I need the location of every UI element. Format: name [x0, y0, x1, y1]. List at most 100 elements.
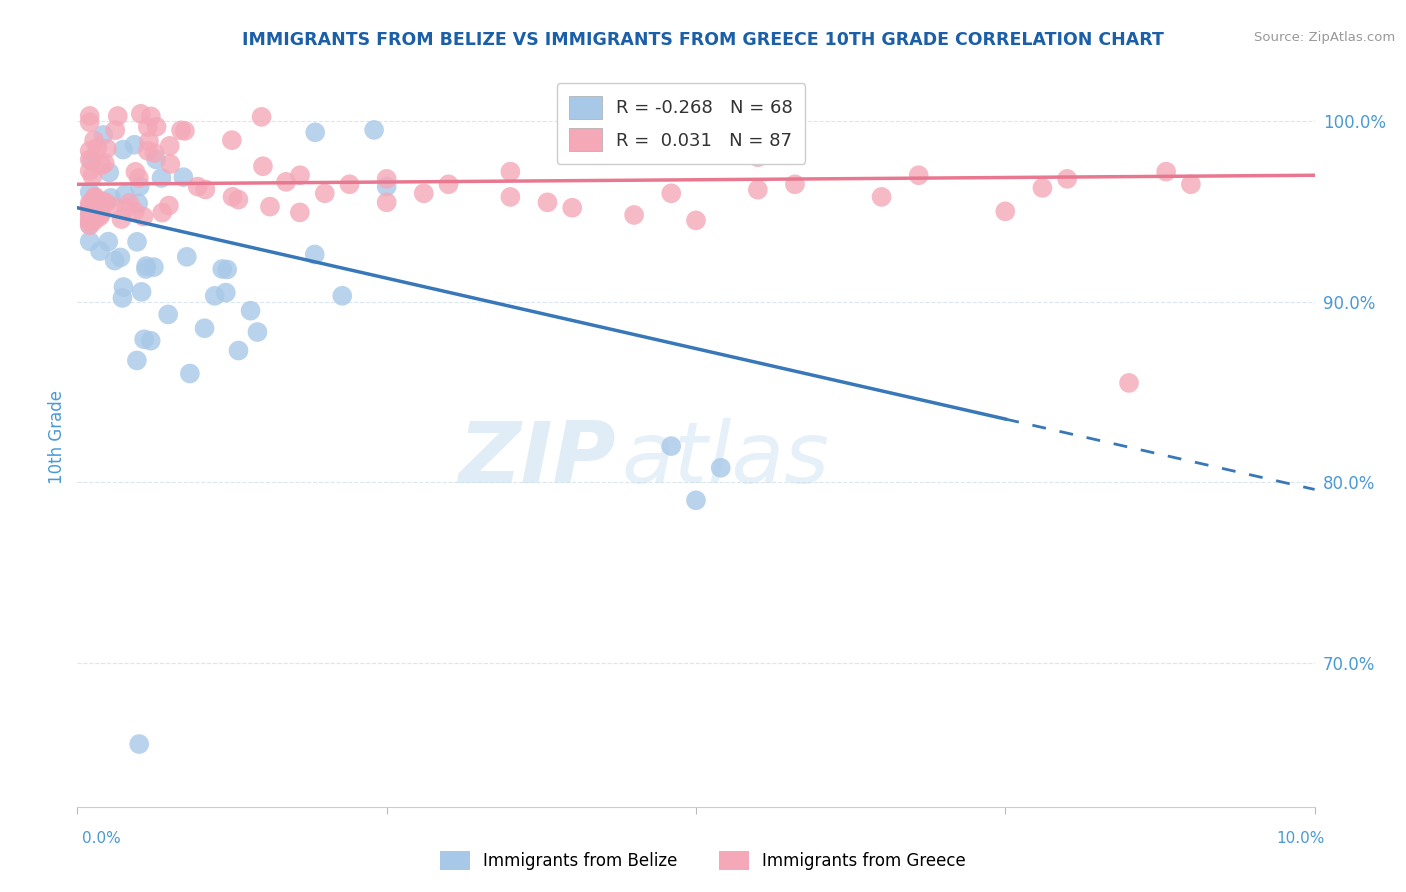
- Point: [375, 195, 398, 210]
- Point: [128, 737, 150, 751]
- Point: [994, 204, 1017, 219]
- Point: [125, 235, 148, 249]
- Legend: R = -0.268   N = 68, R =  0.031   N = 87: R = -0.268 N = 68, R = 0.031 N = 87: [557, 83, 806, 164]
- Point: [176, 250, 198, 264]
- Point: [84, 196, 107, 211]
- Point: [104, 200, 127, 214]
- Point: [187, 179, 209, 194]
- Point: [79, 219, 101, 233]
- Point: [259, 200, 281, 214]
- Point: [107, 109, 129, 123]
- Point: [128, 179, 150, 194]
- Point: [252, 159, 274, 173]
- Point: [536, 195, 558, 210]
- Point: [129, 107, 152, 121]
- Point: [96, 142, 118, 156]
- Point: [330, 289, 353, 303]
- Point: [118, 195, 141, 210]
- Point: [659, 186, 682, 201]
- Point: [221, 190, 243, 204]
- Point: [89, 244, 111, 258]
- Point: [274, 175, 297, 189]
- Point: [783, 178, 806, 192]
- Point: [104, 253, 127, 268]
- Point: [907, 168, 929, 182]
- Point: [157, 198, 180, 212]
- Point: [79, 199, 101, 213]
- Point: [288, 168, 311, 182]
- Point: [710, 460, 733, 475]
- Point: [1031, 181, 1053, 195]
- Point: [135, 262, 157, 277]
- Point: [194, 182, 217, 196]
- Point: [100, 191, 122, 205]
- Point: [82, 169, 104, 184]
- Point: [215, 285, 238, 300]
- Point: [685, 213, 707, 227]
- Point: [561, 201, 583, 215]
- Point: [204, 289, 226, 303]
- Point: [83, 189, 105, 203]
- Point: [304, 247, 326, 261]
- Point: [179, 367, 201, 381]
- Point: [127, 196, 149, 211]
- Point: [124, 165, 146, 179]
- Point: [217, 262, 239, 277]
- Point: [79, 164, 101, 178]
- Text: ZIP: ZIP: [458, 417, 616, 500]
- Point: [79, 212, 101, 227]
- Point: [193, 321, 215, 335]
- Point: [114, 187, 136, 202]
- Point: [104, 123, 127, 137]
- Text: Source: ZipAtlas.com: Source: ZipAtlas.com: [1254, 31, 1395, 45]
- Point: [145, 153, 167, 167]
- Point: [134, 332, 156, 346]
- Point: [97, 235, 120, 249]
- Point: [159, 157, 181, 171]
- Point: [83, 214, 105, 228]
- Point: [870, 190, 893, 204]
- Point: [138, 135, 160, 149]
- Point: [499, 164, 522, 178]
- Point: [79, 109, 101, 123]
- Point: [659, 439, 682, 453]
- Point: [304, 125, 326, 139]
- Point: [79, 214, 101, 228]
- Point: [115, 201, 138, 215]
- Point: [124, 137, 146, 152]
- Point: [128, 171, 150, 186]
- Point: [125, 353, 148, 368]
- Point: [747, 183, 769, 197]
- Point: [79, 206, 101, 220]
- Point: [139, 334, 162, 348]
- Point: [84, 206, 107, 220]
- Point: [239, 303, 262, 318]
- Point: [150, 171, 173, 186]
- Point: [250, 110, 273, 124]
- Point: [1118, 376, 1140, 390]
- Point: [98, 165, 121, 179]
- Point: [89, 210, 111, 224]
- Point: [96, 195, 118, 210]
- Point: [79, 208, 101, 222]
- Point: [90, 207, 112, 221]
- Point: [131, 285, 153, 299]
- Point: [174, 124, 197, 138]
- Legend: Immigrants from Belize, Immigrants from Greece: Immigrants from Belize, Immigrants from …: [433, 844, 973, 877]
- Point: [136, 144, 159, 158]
- Point: [288, 205, 311, 219]
- Point: [94, 156, 117, 170]
- Point: [685, 493, 707, 508]
- Point: [90, 158, 112, 172]
- Point: [159, 139, 181, 153]
- Y-axis label: 10th Grade: 10th Grade: [48, 390, 66, 484]
- Point: [221, 133, 243, 147]
- Point: [135, 259, 157, 273]
- Point: [623, 208, 645, 222]
- Point: [136, 120, 159, 134]
- Point: [80, 154, 103, 169]
- Point: [143, 146, 166, 161]
- Point: [1180, 178, 1202, 192]
- Point: [172, 170, 194, 185]
- Point: [157, 308, 180, 322]
